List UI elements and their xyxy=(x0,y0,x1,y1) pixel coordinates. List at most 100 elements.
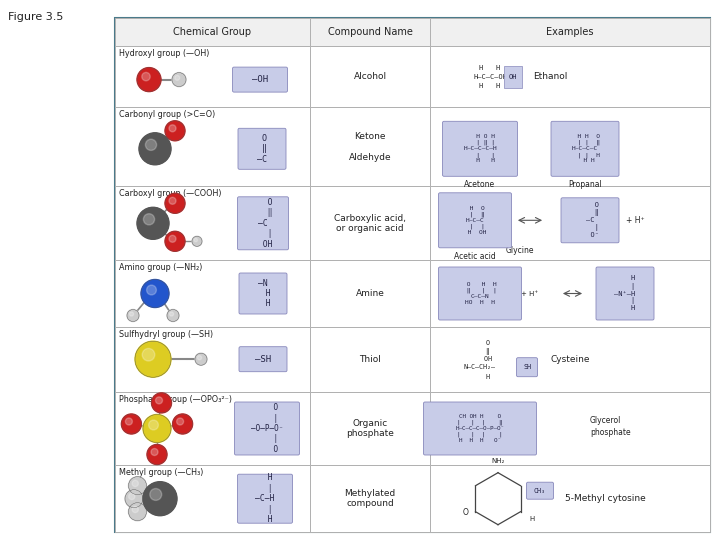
Circle shape xyxy=(132,507,138,512)
Circle shape xyxy=(169,125,176,132)
Bar xyxy=(115,465,310,532)
Text: O
    |
—O—P—O⁻
    |
    O: O | —O—P—O⁻ | O xyxy=(251,403,283,454)
Text: Methylated
compound: Methylated compound xyxy=(344,489,395,508)
Text: —SH: —SH xyxy=(255,355,271,364)
Text: Thiol: Thiol xyxy=(359,355,381,364)
Text: Alcohol: Alcohol xyxy=(354,72,387,81)
Circle shape xyxy=(156,397,163,404)
Text: Acetone: Acetone xyxy=(464,180,495,190)
Text: NH₂: NH₂ xyxy=(491,458,505,464)
Bar xyxy=(310,46,430,107)
Text: 5-Methyl cytosine: 5-Methyl cytosine xyxy=(564,494,645,503)
Text: Ketone

Aldehyde: Ketone Aldehyde xyxy=(348,132,391,161)
Text: Methyl group (—CH₃): Methyl group (—CH₃) xyxy=(119,468,203,477)
Circle shape xyxy=(122,414,141,434)
FancyBboxPatch shape xyxy=(438,267,521,320)
Text: OH: OH xyxy=(509,73,517,79)
Circle shape xyxy=(195,353,207,365)
Text: + H⁺: + H⁺ xyxy=(626,216,644,225)
Text: H  O
 |  ‖
H—C—C
 |  |
 H  OH: H O | ‖ H—C—C | | H OH xyxy=(464,206,486,235)
Bar xyxy=(310,327,430,392)
Text: —N
  H
  H: —N H H xyxy=(256,279,270,308)
Text: Examples: Examples xyxy=(546,27,594,37)
FancyBboxPatch shape xyxy=(233,67,287,92)
FancyBboxPatch shape xyxy=(596,267,654,320)
Bar xyxy=(430,46,710,107)
Circle shape xyxy=(128,477,146,495)
Circle shape xyxy=(142,72,150,81)
Bar xyxy=(504,65,522,87)
Text: Ethanol: Ethanol xyxy=(533,72,567,81)
Circle shape xyxy=(173,414,193,434)
Text: H   H: H H xyxy=(480,65,500,71)
FancyBboxPatch shape xyxy=(239,347,287,372)
Circle shape xyxy=(167,309,179,321)
Circle shape xyxy=(194,238,197,242)
Text: Propanal: Propanal xyxy=(568,180,602,190)
Text: Organic
phosphate: Organic phosphate xyxy=(346,419,394,438)
Circle shape xyxy=(143,482,177,516)
FancyBboxPatch shape xyxy=(238,197,289,250)
Text: OH: OH xyxy=(468,356,492,362)
Circle shape xyxy=(165,231,185,251)
Text: H H  O
  | |  ‖
H—C—C—C
  | |  H
  H H: H H O | | ‖ H—C—C—C | | H H H xyxy=(570,134,600,164)
FancyBboxPatch shape xyxy=(238,129,286,170)
Text: H—C—C—OH: H—C—C—OH xyxy=(473,73,507,79)
Text: H
  |
—C—H
  |
  H: H | —C—H | H xyxy=(256,474,275,524)
Bar xyxy=(115,46,310,107)
Text: H: H xyxy=(470,374,490,380)
Bar xyxy=(430,465,710,532)
Text: Carboxyl group (—COOH): Carboxyl group (—COOH) xyxy=(119,190,222,198)
Text: O
 ‖
—C: O ‖ —C xyxy=(257,134,267,164)
FancyBboxPatch shape xyxy=(239,273,287,314)
Text: O   H  H
 ‖   |  |
C—C—N
HO  H  H: O H H ‖ | | C—C—N HO H H xyxy=(463,282,497,305)
Text: Glycine: Glycine xyxy=(505,246,534,255)
Circle shape xyxy=(142,348,155,361)
Text: + H⁺: + H⁺ xyxy=(521,291,539,296)
Circle shape xyxy=(151,393,171,413)
Circle shape xyxy=(145,139,157,151)
Circle shape xyxy=(137,68,161,92)
Circle shape xyxy=(143,415,171,442)
Circle shape xyxy=(169,197,176,204)
Bar xyxy=(115,107,310,186)
Bar xyxy=(115,260,310,327)
Text: ‖: ‖ xyxy=(470,348,490,355)
Circle shape xyxy=(148,420,158,430)
Text: CH₃: CH₃ xyxy=(534,488,546,494)
Circle shape xyxy=(165,193,185,213)
FancyBboxPatch shape xyxy=(423,402,536,455)
Circle shape xyxy=(147,444,167,464)
Bar xyxy=(310,260,430,327)
Text: O
   ‖
—C
   |
  O⁻: O ‖ —C | O⁻ xyxy=(582,202,598,238)
Circle shape xyxy=(151,449,158,456)
Text: SH: SH xyxy=(523,364,531,370)
Text: CH OH H    O
|   |  |    ‖
H—C—C—C—O—P—O⁻
|   |  |    |
H  H  H   O⁻: CH OH H O | | | ‖ H—C—C—C—O—P—O⁻ | | | |… xyxy=(456,414,505,443)
Circle shape xyxy=(169,235,176,242)
Circle shape xyxy=(169,312,174,316)
Circle shape xyxy=(197,356,202,360)
Bar xyxy=(115,18,310,46)
Circle shape xyxy=(125,418,132,425)
Circle shape xyxy=(139,133,171,165)
Bar xyxy=(115,18,710,532)
Circle shape xyxy=(130,312,134,316)
Circle shape xyxy=(147,285,156,295)
Bar xyxy=(430,327,710,392)
Bar xyxy=(430,260,710,327)
FancyBboxPatch shape xyxy=(526,482,554,499)
Text: Carbonyl group (>C=O): Carbonyl group (>C=O) xyxy=(119,110,215,119)
Text: N—C—CH₂—: N—C—CH₂— xyxy=(464,364,496,370)
Text: O
   ‖
—C
   |
  OH: O ‖ —C | OH xyxy=(253,198,273,248)
Text: Compound Name: Compound Name xyxy=(328,27,413,37)
Bar xyxy=(310,465,430,532)
Text: Figure 3.5: Figure 3.5 xyxy=(8,12,63,22)
Circle shape xyxy=(129,494,135,500)
Text: H
    |
—N⁺—H
    |
    H: H | —N⁺—H | H xyxy=(614,275,636,312)
Circle shape xyxy=(135,341,171,377)
Circle shape xyxy=(127,309,139,321)
Bar xyxy=(430,107,710,186)
FancyBboxPatch shape xyxy=(238,474,292,523)
Bar xyxy=(430,18,710,46)
Bar xyxy=(310,392,430,465)
